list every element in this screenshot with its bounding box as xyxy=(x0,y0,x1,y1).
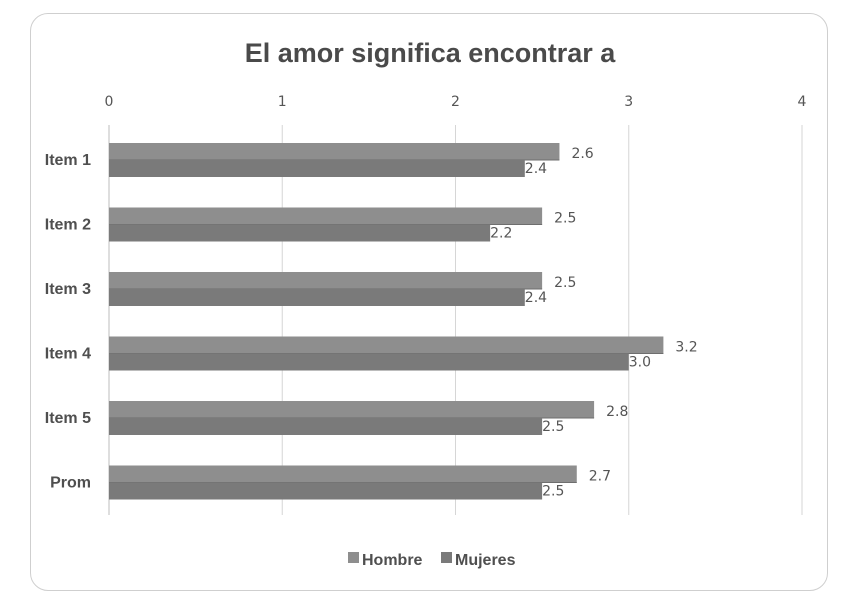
x-tick-label: 1 xyxy=(278,94,287,110)
bar-hombre xyxy=(109,336,664,354)
category-labels: Item 1 Item 2 Item 3 Item 4 Item 5 Prom xyxy=(45,152,91,492)
legend-label: Mujeres xyxy=(455,552,516,569)
bar-hombre xyxy=(109,143,560,160)
legend-label: Hombre xyxy=(362,552,423,569)
bar-mujeres xyxy=(109,160,525,177)
data-label: 2.5 xyxy=(554,211,576,227)
data-label: 2.5 xyxy=(554,275,576,291)
chart-title: El amor significa encontrar a xyxy=(245,38,617,68)
legend: Hombre Mujeres xyxy=(348,552,516,569)
x-tick-label: 4 xyxy=(798,94,807,110)
category-label: Item 4 xyxy=(45,346,91,363)
x-tick-label: 2 xyxy=(451,94,460,110)
data-label: 3.2 xyxy=(675,340,697,356)
category-label: Prom xyxy=(50,475,91,492)
category-label: Item 2 xyxy=(45,217,91,234)
data-label: 2.7 xyxy=(589,469,611,485)
bar-hombre xyxy=(109,207,543,225)
data-label: 2.5 xyxy=(542,419,564,435)
gridlines xyxy=(108,125,803,515)
data-label: 2.4 xyxy=(525,290,547,306)
data-label: 2.6 xyxy=(571,146,593,162)
x-tick-label: 0 xyxy=(105,94,114,110)
legend-swatch-mujeres xyxy=(441,552,452,563)
category-label: Item 1 xyxy=(45,152,91,169)
bar-mujeres xyxy=(109,353,629,371)
data-label: 2.2 xyxy=(490,226,512,242)
category-label: Item 5 xyxy=(45,410,91,427)
bar-hombre xyxy=(109,465,577,483)
data-label: 2.5 xyxy=(542,484,564,500)
bar-mujeres xyxy=(109,224,491,242)
data-label: 3.0 xyxy=(629,355,651,371)
bar-hombre xyxy=(109,401,595,418)
bar-mujeres xyxy=(109,418,543,435)
category-label: Item 3 xyxy=(45,281,91,298)
x-tick-label: 3 xyxy=(624,94,633,110)
bars xyxy=(109,143,664,500)
x-axis-ticks: 0 1 2 3 4 xyxy=(105,94,807,110)
bar-hombre xyxy=(109,272,543,289)
data-labels: 2.6 2.4 2.5 2.2 2.5 2.4 3.2 3.0 2.8 2.5 2.7 2.5 xyxy=(490,146,698,500)
bar-mujeres xyxy=(109,482,543,500)
legend-swatch-hombre xyxy=(348,552,359,563)
bar-mujeres xyxy=(109,289,525,306)
data-label: 2.8 xyxy=(606,404,628,420)
data-label: 2.4 xyxy=(525,161,547,177)
